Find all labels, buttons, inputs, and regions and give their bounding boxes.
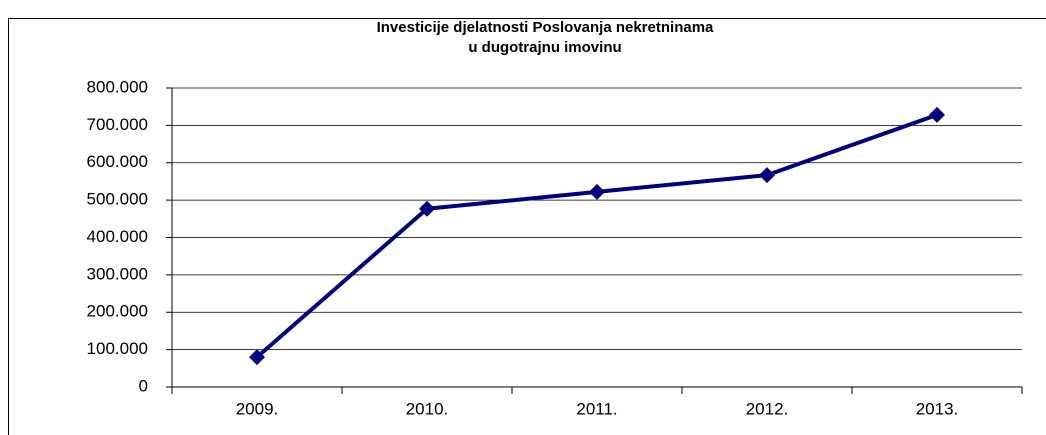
chart-frame	[8, 18, 1046, 435]
chart-title: u dugotrajnu imovinu	[468, 39, 621, 56]
y-tick-label: 700.000	[87, 115, 148, 134]
x-tick-label: 2009.	[236, 399, 279, 418]
y-tick-label: 300.000	[87, 264, 148, 283]
y-tick-label: 200.000	[87, 302, 148, 321]
marker	[929, 106, 945, 123]
y-tick-label: 600.000	[87, 152, 148, 171]
x-tick-label: 2013.	[916, 399, 959, 418]
y-tick-label: 800.000	[87, 77, 148, 96]
chart-title: Investicije djelatnosti Poslovanja nekre…	[377, 19, 714, 36]
marker	[419, 200, 435, 217]
x-tick-label: 2012.	[746, 399, 789, 418]
y-tick-label: 0	[139, 376, 148, 395]
x-tick-label: 2011.	[576, 399, 617, 418]
marker	[249, 349, 265, 366]
y-tick-label: 100.000	[87, 339, 148, 358]
marker	[589, 183, 605, 200]
y-tick-label: 500.000	[87, 190, 148, 209]
y-tick-label: 400.000	[87, 227, 148, 246]
x-tick-label: 2010.	[406, 399, 449, 418]
marker	[759, 167, 775, 184]
